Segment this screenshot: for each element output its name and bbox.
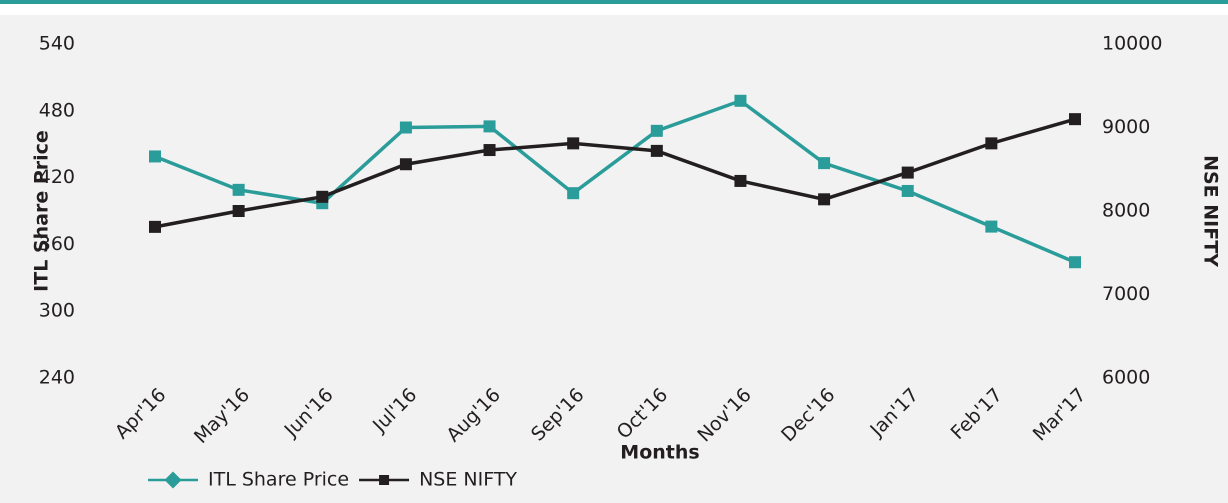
y2-axis-title: NSE NIFTY xyxy=(1200,155,1222,267)
marker xyxy=(985,137,998,150)
marker xyxy=(567,187,580,200)
marker xyxy=(818,157,831,170)
legend-label: NSE NIFTY xyxy=(419,469,517,491)
y-tick-label: 480 xyxy=(39,99,75,121)
marker xyxy=(483,144,496,157)
marker xyxy=(399,121,412,134)
y2-tick-label: 9000 xyxy=(1102,116,1150,138)
marker xyxy=(1069,256,1081,269)
y-tick-label: 540 xyxy=(39,33,75,55)
marker xyxy=(818,193,831,206)
legend-marker xyxy=(164,471,182,489)
top-rule xyxy=(0,0,1228,4)
series-line xyxy=(154,117,1076,229)
y-tick-label: 420 xyxy=(39,166,75,188)
y2-tick-label: 8000 xyxy=(1102,200,1150,222)
y2-tick-label: 10000 xyxy=(1102,33,1162,55)
marker xyxy=(232,205,245,217)
marker xyxy=(232,183,245,196)
legend-marker xyxy=(379,475,390,485)
marker xyxy=(399,158,412,171)
legend-label: ITL Share Price xyxy=(208,469,349,491)
marker xyxy=(483,120,496,133)
marker xyxy=(901,184,914,197)
marker xyxy=(567,137,580,150)
marker xyxy=(1069,113,1081,126)
y-tick-label: 360 xyxy=(39,233,75,255)
marker xyxy=(650,144,663,157)
y2-tick-label: 6000 xyxy=(1102,367,1150,389)
y-tick-label: 240 xyxy=(39,367,75,389)
marker xyxy=(901,166,914,179)
marker xyxy=(650,124,663,137)
marker xyxy=(734,174,747,187)
x-axis-title: Months xyxy=(620,442,699,464)
y-axis-title: ITL Share Price xyxy=(31,130,53,292)
marker xyxy=(149,220,161,233)
series-line xyxy=(154,98,1076,264)
y-tick-label: 300 xyxy=(39,300,75,322)
marker xyxy=(149,150,161,163)
background xyxy=(0,15,1228,503)
marker xyxy=(734,94,747,107)
y2-tick-label: 7000 xyxy=(1102,283,1150,305)
marker xyxy=(316,190,329,203)
marker xyxy=(985,220,998,233)
